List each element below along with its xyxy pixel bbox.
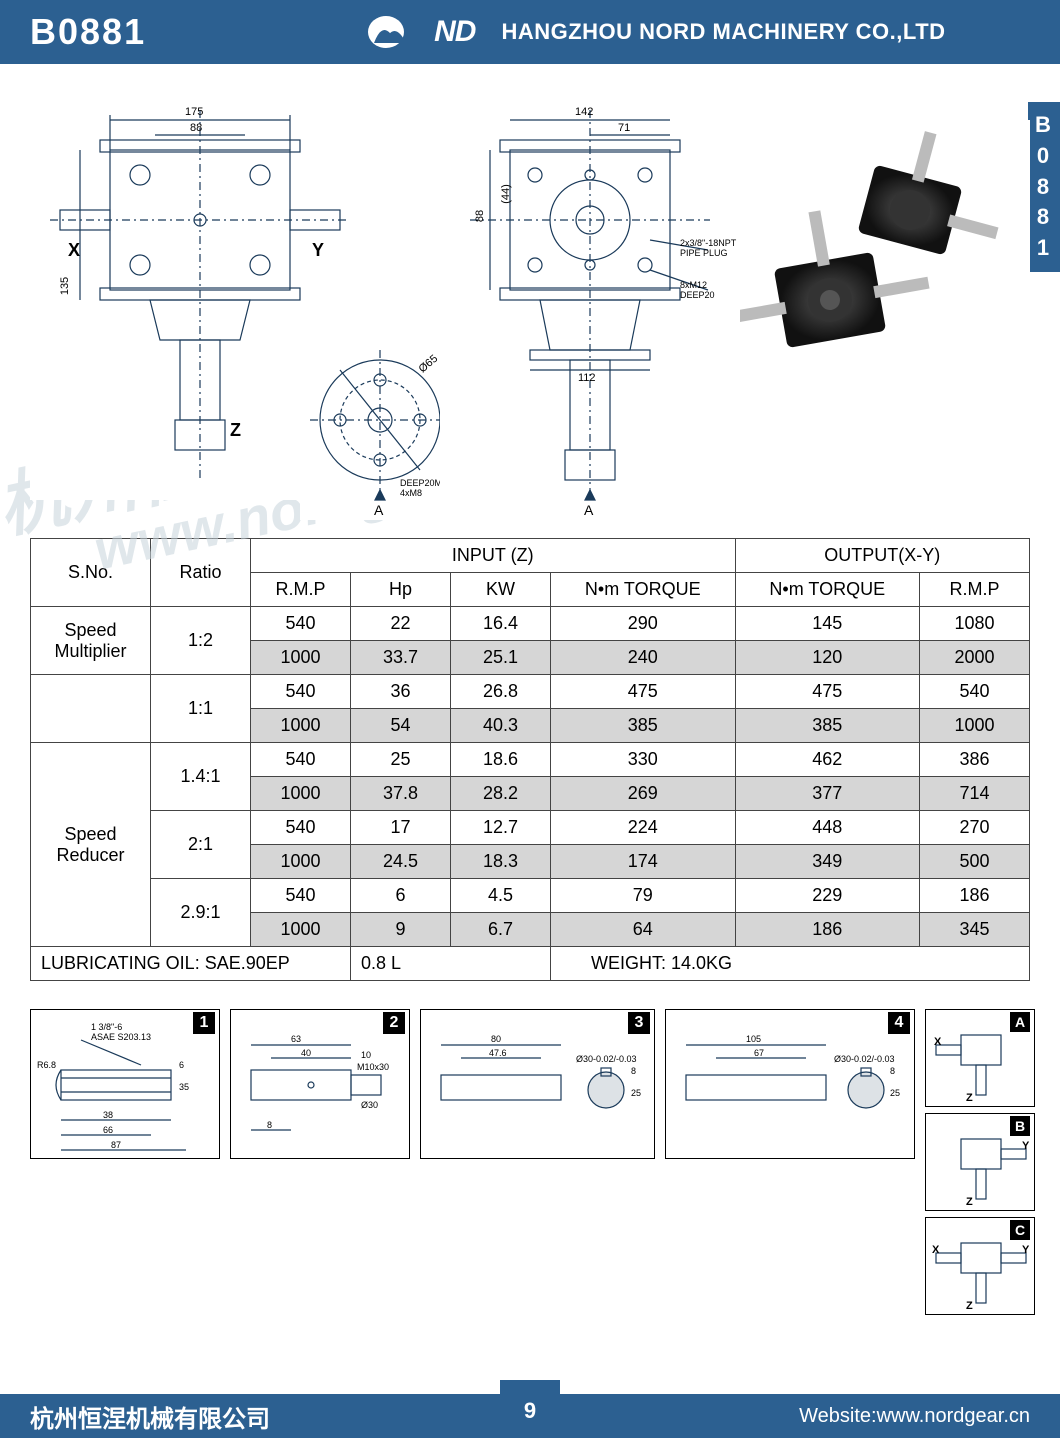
col-hp: Hp bbox=[351, 573, 451, 607]
detail-number: 4 bbox=[888, 1012, 910, 1034]
footer-company-cn: 杭州恒涅机械有限公司 bbox=[30, 1399, 270, 1434]
logo-block: ND HANGZHOU NORD MACHINERY CO.,LTD bbox=[366, 13, 945, 51]
weight: WEIGHT: 14.0KG bbox=[551, 947, 1030, 981]
config-letter: A bbox=[1010, 1012, 1030, 1032]
col-nm-in: N•m TORQUE bbox=[551, 573, 736, 607]
detail-number: 3 bbox=[628, 1012, 650, 1034]
dim-142: 142 bbox=[575, 106, 593, 118]
logo-text: ND bbox=[434, 15, 475, 49]
side-tab-char: 1 bbox=[1037, 233, 1051, 264]
dim-88: 88 bbox=[190, 122, 202, 134]
dim-88h: 88 bbox=[474, 210, 486, 222]
col-rpm: R.M.P bbox=[251, 573, 351, 607]
product-photo bbox=[740, 120, 1030, 420]
detail-number: 1 bbox=[193, 1012, 215, 1034]
col-group-input: INPUT (Z) bbox=[251, 539, 736, 573]
cell-ratio: 1:2 bbox=[151, 607, 251, 675]
detail-2: 2 63 40 10 M10x30 Ø30 8 bbox=[230, 1009, 410, 1159]
cell-section: Speed Reducer bbox=[31, 743, 151, 947]
table-row: Speed Reducer 1.4:1 540 25 18.6 330 462 … bbox=[31, 743, 1030, 777]
side-tab: B 0 8 8 1 bbox=[1028, 102, 1060, 272]
cell-ratio: 1:1 bbox=[151, 675, 251, 743]
config-letter: B bbox=[1010, 1116, 1030, 1136]
col-nm-out: N•m TORQUE bbox=[735, 573, 920, 607]
section-a: A bbox=[374, 502, 383, 518]
page-number: 9 bbox=[500, 1380, 560, 1438]
detail-number: 2 bbox=[383, 1012, 405, 1034]
cell-ratio: 2:1 bbox=[151, 811, 251, 879]
detail-1: 1 1 3/8"-6 ASAE S203.13 R6.8 6 35 38 66 … bbox=[30, 1009, 220, 1159]
technical-drawings: 杭州恒涅机械有限公司 www.nordgear.cn bbox=[30, 80, 1030, 530]
website-url: www.nordgear.cn bbox=[877, 1405, 1030, 1427]
note-bolt: 8xM12 DEEP20 bbox=[680, 280, 715, 300]
table-row: 2.9:1 540 6 4.5 79 229 186 bbox=[31, 879, 1030, 913]
col-rpm-out: R.M.P bbox=[920, 573, 1030, 607]
config-a: A X Z bbox=[925, 1009, 1035, 1107]
table-row: 1:1 540 36 26.8 475 475 540 bbox=[31, 675, 1030, 709]
section-a2: A bbox=[584, 502, 593, 518]
cell-section bbox=[31, 675, 151, 743]
spec-table: S.No. Ratio INPUT (Z) OUTPUT(X-Y) R.M.P … bbox=[30, 538, 1030, 981]
table-footer: LUBRICATING OIL: SAE.90EP 0.8 L WEIGHT: … bbox=[31, 947, 1030, 981]
col-group-output: OUTPUT(X-Y) bbox=[735, 539, 1030, 573]
config-c: C X Y Z bbox=[925, 1217, 1035, 1315]
config-stack: A X Z B Y Z C bbox=[925, 1009, 1035, 1315]
model-number: B0881 bbox=[30, 11, 146, 53]
col-ratio: Ratio bbox=[151, 539, 251, 607]
oil-qty: 0.8 L bbox=[351, 947, 551, 981]
cell-ratio: 1.4:1 bbox=[151, 743, 251, 811]
table-header-row: S.No. Ratio INPUT (Z) OUTPUT(X-Y) bbox=[31, 539, 1030, 573]
detail-3: 3 80 47.6 Ø30-0.02/-0.03 8 25 bbox=[420, 1009, 655, 1159]
side-tab-char: B bbox=[1035, 110, 1053, 141]
cell-ratio: 2.9:1 bbox=[151, 879, 251, 947]
footer-bar: 杭州恒涅机械有限公司 9 Website:www.nordgear.cn bbox=[0, 1394, 1060, 1438]
table-row: 2:1 540 17 12.7 224 448 270 bbox=[31, 811, 1030, 845]
logo-icon bbox=[366, 13, 422, 51]
axis-x: X bbox=[68, 240, 80, 261]
detail-drawings-row: 1 1 3/8"-6 ASAE S203.13 R6.8 6 35 38 66 … bbox=[30, 1009, 1030, 1315]
company-name: HANGZHOU NORD MACHINERY CO.,LTD bbox=[501, 19, 945, 45]
axis-y: Y bbox=[312, 240, 324, 261]
side-tab-char: 8 bbox=[1037, 202, 1051, 233]
table-row: Speed Multiplier 1:2 540 22 16.4 290 145… bbox=[31, 607, 1030, 641]
config-letter: C bbox=[1010, 1220, 1030, 1240]
footer-website: Website:www.nordgear.cn bbox=[799, 1405, 1030, 1428]
dim-175: 175 bbox=[185, 106, 203, 118]
detail-4: 4 105 67 Ø30-0.02/-0.03 8 25 bbox=[665, 1009, 915, 1159]
side-tab-char: 0 bbox=[1037, 141, 1051, 172]
website-label: Website: bbox=[799, 1405, 876, 1427]
config-b: B Y Z bbox=[925, 1113, 1035, 1211]
dim-71: 71 bbox=[618, 122, 630, 134]
side-tab-char: 8 bbox=[1037, 172, 1051, 203]
dim-44: (44) bbox=[500, 184, 512, 204]
col-sno: S.No. bbox=[31, 539, 151, 607]
dim-135: 135 bbox=[59, 277, 71, 295]
dim-112: 112 bbox=[578, 372, 596, 384]
cell-section: Speed Multiplier bbox=[31, 607, 151, 675]
note-plug: 2x3/8"-18NPT PIPE PLUG bbox=[680, 238, 736, 258]
oil-label: LUBRICATING OIL: SAE.90EP bbox=[31, 947, 351, 981]
header-bar: B0881 ND HANGZHOU NORD MACHINERY CO.,LTD bbox=[0, 0, 1060, 64]
col-kw: KW bbox=[451, 573, 551, 607]
axis-z: Z bbox=[230, 420, 241, 441]
drawing-side-view: 142 71 88 (44) 112 2x3/8"-18NPT PIPE PLU… bbox=[440, 80, 730, 520]
